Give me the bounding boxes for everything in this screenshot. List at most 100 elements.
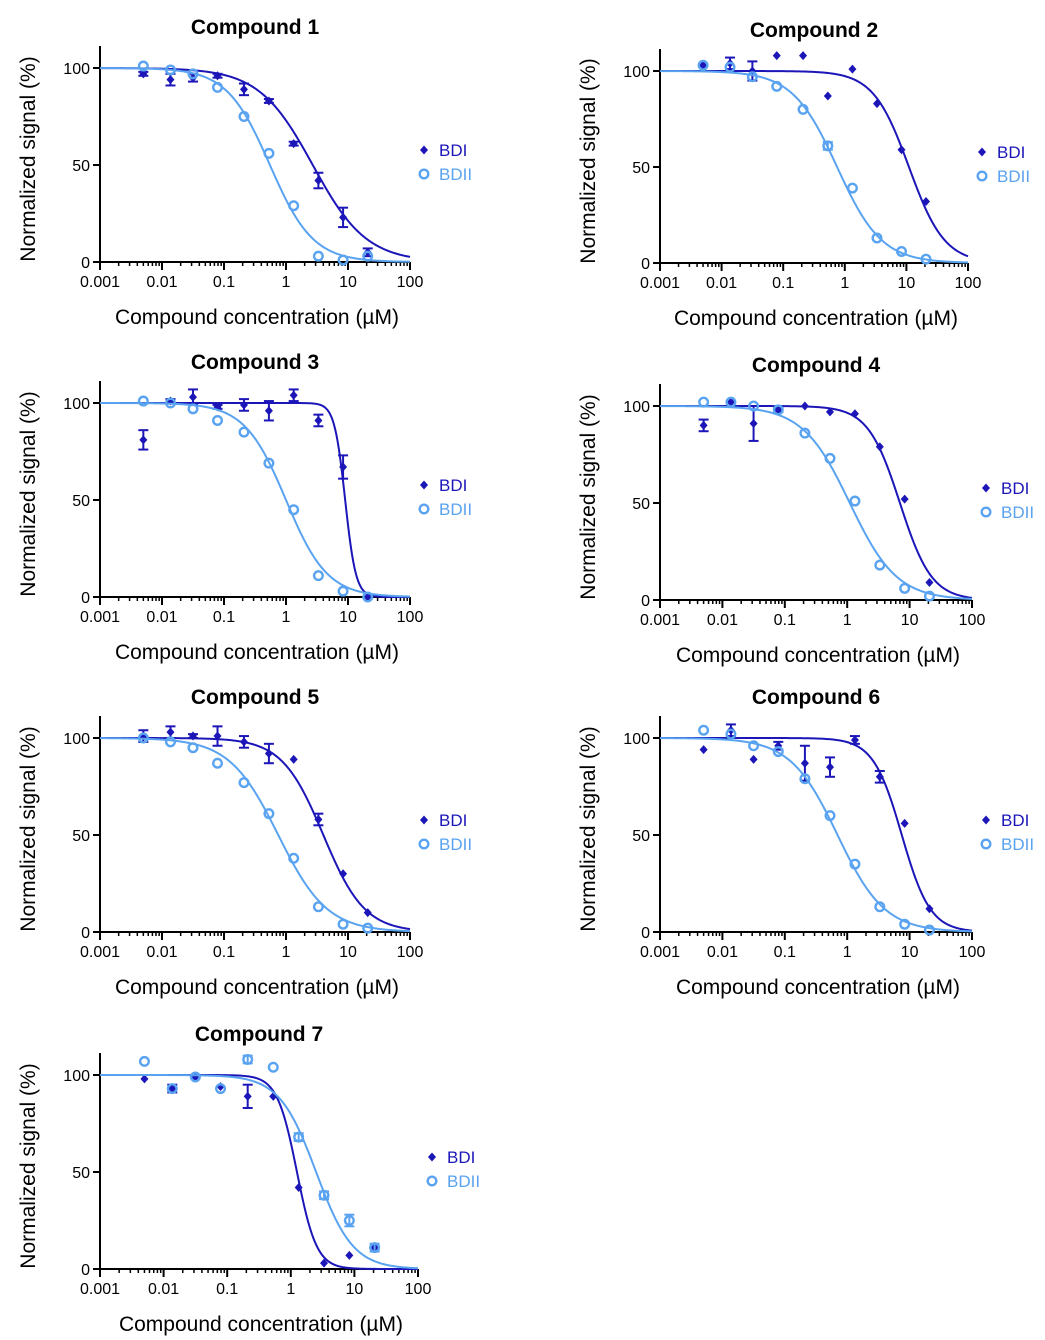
legend-marker-diamond — [420, 815, 428, 825]
data-point-circle — [797, 103, 809, 115]
data-point-circle — [212, 757, 224, 769]
data-point-diamond — [872, 99, 881, 109]
x-tick-label: 100 — [397, 944, 424, 961]
chart-title: Compound 6 — [752, 686, 880, 709]
y-tick-label: 50 — [72, 158, 90, 175]
data-point-diamond — [749, 754, 758, 764]
fit-curve — [100, 1074, 419, 1270]
data-point-circle — [799, 427, 811, 439]
data-point-diamond — [699, 420, 708, 430]
y-axis-title: Normalized signal (%) — [17, 391, 40, 596]
data-point-diamond — [314, 814, 323, 824]
y-tick-label: 50 — [72, 828, 90, 845]
data-point-circle — [215, 1083, 227, 1095]
data-point-diamond — [294, 1183, 303, 1193]
fit-curve — [99, 402, 411, 598]
x-tick-label: 1 — [843, 944, 852, 961]
chart-panel: Compound 1 0 50 100 0.001 0.01 0.1 1 10 100 Compou… — [17, 16, 472, 329]
fit-curve — [659, 405, 973, 600]
data-point-circle — [187, 742, 199, 754]
x-tick-label: 10 — [339, 274, 357, 291]
data-point-circle — [369, 1242, 381, 1254]
x-tick-label: 0.01 — [146, 274, 177, 291]
x-axis-title: Compound concentration (µM) — [676, 976, 960, 999]
data-point-diamond — [289, 754, 298, 764]
data-point-diamond — [850, 409, 859, 419]
data-point-circle — [874, 901, 886, 913]
data-point-diamond — [897, 145, 906, 155]
x-tick-label: 1 — [282, 944, 291, 961]
x-tick-label: 0.01 — [146, 609, 177, 626]
data-point-diamond — [339, 212, 348, 222]
data-point-circle — [698, 724, 710, 736]
legend-label: BDI — [447, 1148, 475, 1167]
data-point-diamond — [139, 435, 148, 445]
legend-label: BDI — [1001, 479, 1029, 498]
legend-label: BDI — [439, 811, 467, 830]
data-point-diamond — [363, 908, 372, 918]
x-tick-label: 100 — [955, 275, 982, 292]
data-point-diamond — [166, 727, 175, 737]
data-point-circle — [746, 71, 758, 83]
data-point-circle — [187, 68, 199, 80]
x-tick-label: 0.01 — [707, 944, 738, 961]
data-point-diamond — [726, 397, 735, 407]
fit-curve — [660, 70, 969, 258]
x-tick-label: 0.001 — [80, 274, 120, 291]
data-point-circle — [337, 254, 349, 266]
legend-marker-diamond — [420, 145, 428, 155]
legend-marker-diamond — [982, 815, 990, 825]
chart-panel: Compound 6 0 50 100 0.001 0.01 0.1 1 10 100 Compou… — [577, 686, 1034, 999]
fit-curve — [99, 67, 411, 258]
data-point-diamond — [140, 1074, 149, 1084]
x-axis-title: Compound concentration (µM) — [674, 307, 958, 330]
data-point-diamond — [239, 400, 248, 410]
x-axis-title: Compound concentration (µM) — [119, 1313, 403, 1336]
fit-curve — [100, 402, 410, 598]
x-tick-label: 0.001 — [640, 275, 680, 292]
data-point-circle — [137, 395, 149, 407]
y-tick-label: 50 — [632, 828, 650, 845]
series-bdii — [100, 1053, 419, 1270]
data-point-circle — [362, 591, 374, 603]
data-point-diamond — [850, 735, 859, 745]
data-point-circle — [137, 60, 149, 72]
y-tick-label: 0 — [81, 925, 90, 942]
data-point-diamond — [345, 1250, 354, 1260]
chart-title: Compound 1 — [191, 16, 320, 39]
x-axis-title: Compound concentration (µM) — [115, 976, 399, 999]
y-tick-label: 50 — [72, 493, 90, 510]
data-point-circle — [138, 1055, 150, 1067]
x-axis-title: Compound concentration (µM) — [115, 641, 399, 664]
chart-title: Compound 2 — [750, 19, 878, 42]
data-point-diamond — [900, 818, 909, 828]
x-tick-label: 0.001 — [80, 944, 120, 961]
data-point-diamond — [314, 415, 323, 425]
x-tick-label: 0.01 — [146, 944, 177, 961]
legend-label: BDI — [439, 476, 467, 495]
data-point-circle — [137, 732, 149, 744]
data-point-circle — [771, 80, 783, 92]
x-tick-label: 10 — [339, 944, 357, 961]
data-point-circle — [725, 728, 737, 740]
series-bdii — [659, 396, 973, 602]
data-point-circle — [164, 397, 176, 409]
fit-curve — [660, 405, 973, 599]
y-tick-label: 0 — [641, 256, 650, 273]
data-point-circle — [748, 740, 760, 752]
chart-title: Compound 5 — [191, 686, 320, 709]
data-point-circle — [772, 404, 784, 416]
data-point-diamond — [800, 758, 809, 768]
x-tick-label: 0.1 — [213, 274, 235, 291]
x-tick-label: 10 — [901, 944, 919, 961]
data-point-diamond — [239, 737, 248, 747]
data-point-circle — [698, 396, 710, 408]
data-point-circle — [920, 253, 932, 265]
data-point-circle — [312, 901, 324, 913]
data-point-diamond — [900, 494, 909, 504]
data-point-circle — [312, 250, 324, 262]
legend-label: BDII — [1001, 503, 1034, 522]
data-point-circle — [748, 400, 760, 412]
legend-label: BDII — [447, 1172, 480, 1191]
